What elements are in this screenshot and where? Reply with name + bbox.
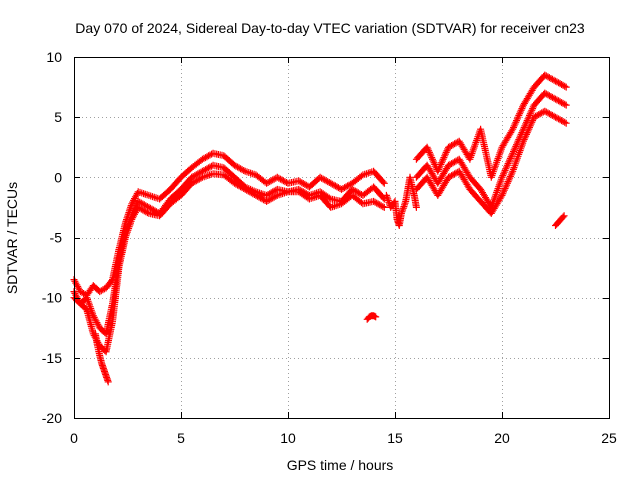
series-drop-1 [91, 330, 112, 386]
series-markers [412, 107, 570, 217]
series-markers [552, 212, 568, 229]
series-markers [412, 71, 570, 181]
series-track-e [412, 89, 570, 211]
y-tick-label: -10 [42, 290, 62, 306]
grid [74, 57, 609, 418]
y-tick-label: 0 [54, 169, 62, 185]
series-markers [363, 312, 380, 323]
series-markers [91, 330, 112, 386]
y-tick-label: 5 [54, 109, 62, 125]
x-axis-title: GPS time / hours [287, 457, 394, 473]
series-isolated-23h [552, 212, 568, 229]
series-markers [412, 89, 570, 211]
axis-ticks: 0 5 10 15 20 25 -20 -15 -10 -5 0 5 10 [42, 49, 617, 446]
x-tick-label: 5 [177, 430, 185, 446]
x-tick-label: 25 [601, 430, 617, 446]
y-tick-label: -15 [42, 350, 62, 366]
chart-title: Day 070 of 2024, Sidereal Day-to-day VTE… [75, 20, 585, 36]
series-track-15h [382, 173, 420, 229]
y-axis-title: SDTVAR / TECUs [4, 182, 20, 294]
x-tick-label: 0 [70, 430, 78, 446]
series-isolated-14h [363, 312, 380, 323]
data-points [70, 71, 570, 386]
x-tick-label: 10 [280, 430, 296, 446]
y-tick-label: 10 [46, 49, 62, 65]
series-track-d [412, 71, 570, 181]
y-tick-label: -20 [42, 410, 62, 426]
x-tick-label: 20 [494, 430, 510, 446]
x-tick-label: 15 [387, 430, 403, 446]
series-markers [382, 173, 420, 229]
series-track-f [412, 107, 570, 217]
y-tick-label: -5 [50, 230, 63, 246]
